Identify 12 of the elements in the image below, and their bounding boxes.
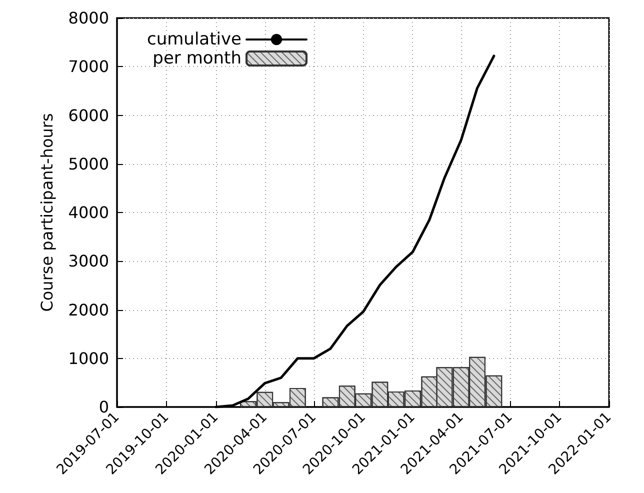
y-tick-label: 1000: [68, 348, 109, 368]
legend-label: per month: [152, 48, 242, 68]
y-tick-label: 8000: [68, 8, 109, 28]
y-tick-label: 4000: [68, 203, 109, 222]
y-tick-label: 0: [98, 398, 109, 416]
y-tick-label: 3000: [68, 252, 109, 271]
legend-label: cumulative: [146, 30, 242, 50]
y-axis-title: Course participant-hours: [38, 113, 56, 312]
y-tick-label: 6000: [68, 106, 109, 125]
y-tick-label: 2000: [68, 300, 109, 320]
y-tick-label: 5000: [68, 154, 109, 174]
y-tick-label: 7000: [68, 57, 109, 76]
